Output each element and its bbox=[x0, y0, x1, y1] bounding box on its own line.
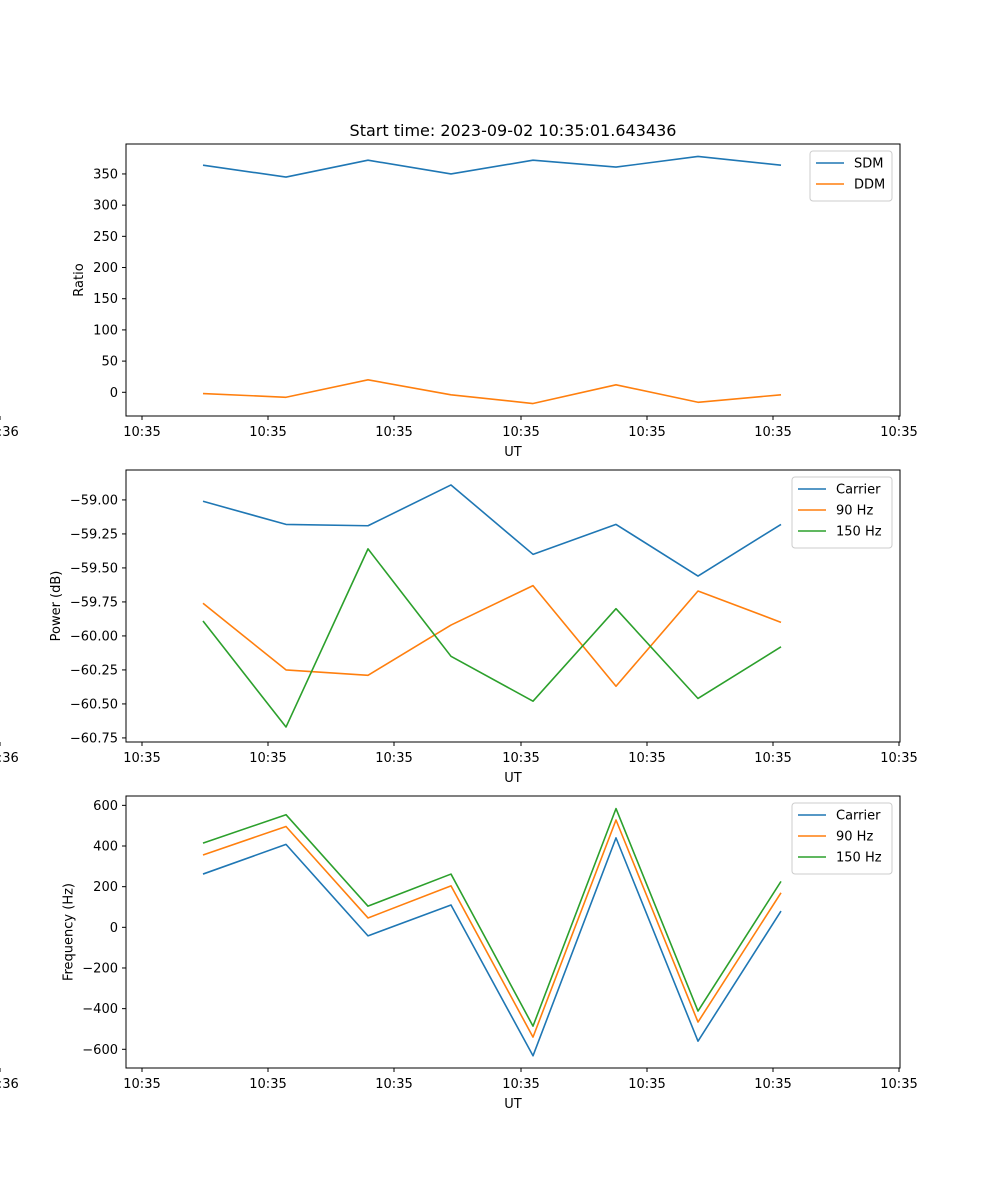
x-axis-label: UT bbox=[504, 1097, 522, 1112]
y-axis-label: Frequency (Hz) bbox=[61, 883, 76, 981]
y-axis-label: Power (dB) bbox=[49, 571, 64, 642]
legend-label: 150 Hz bbox=[836, 525, 882, 540]
x-tick-label: 10:35 bbox=[628, 751, 665, 766]
legend-label: 150 Hz bbox=[836, 851, 882, 866]
y-tick-label: 350 bbox=[93, 167, 118, 182]
legend-label: 90 Hz bbox=[836, 830, 873, 845]
axes-frame bbox=[125, 795, 901, 1069]
x-tick-label: 10:35 bbox=[502, 425, 539, 440]
y-tick-label: −59.25 bbox=[70, 527, 118, 542]
y-tick-label: −60.00 bbox=[70, 629, 118, 644]
y-tick-label: −400 bbox=[82, 1002, 118, 1017]
y-tick-label: 50 bbox=[101, 355, 118, 370]
x-tick-label: 10:36 bbox=[0, 425, 19, 440]
x-tick-label: 10:35 bbox=[628, 425, 665, 440]
y-tick-label: 150 bbox=[93, 292, 118, 307]
x-tick-label: 10:35 bbox=[502, 1077, 539, 1092]
legend-label: Carrier bbox=[836, 483, 881, 498]
x-tick-label: 10:36 bbox=[0, 1077, 19, 1092]
y-axis-label: Ratio bbox=[72, 263, 87, 296]
x-tick-label: 10:35 bbox=[375, 1077, 412, 1092]
y-tick-label: 0 bbox=[110, 921, 118, 936]
x-tick-label: 10:35 bbox=[375, 751, 412, 766]
y-tick-label: 200 bbox=[93, 880, 118, 895]
x-tick-label: 10:35 bbox=[754, 425, 791, 440]
y-tick-label: −59.75 bbox=[70, 595, 118, 610]
x-tick-label: 10:35 bbox=[249, 751, 286, 766]
y-tick-label: −59.50 bbox=[70, 561, 118, 576]
legend: Carrier 90 Hz 150 Hz bbox=[791, 476, 893, 549]
y-tick-label: −60.50 bbox=[70, 697, 118, 712]
legend: Carrier 90 Hz 150 Hz bbox=[791, 802, 893, 875]
x-tick-label: 10:35 bbox=[754, 751, 791, 766]
series-line-carrier bbox=[202, 837, 782, 1057]
legend-label: Carrier bbox=[836, 809, 881, 824]
figure-title: Start time: 2023-09-02 10:35:01.643436 bbox=[350, 121, 677, 140]
x-axis-label: UT bbox=[504, 445, 522, 460]
x-tick-label: 10:35 bbox=[502, 751, 539, 766]
y-tick-label: −60.25 bbox=[70, 663, 118, 678]
x-tick-label: 10:35 bbox=[123, 751, 160, 766]
series-line-150-hz bbox=[202, 548, 782, 728]
x-tick-label: 10:35 bbox=[249, 1077, 286, 1092]
y-tick-label: −600 bbox=[82, 1043, 118, 1058]
x-tick-label: 10:35 bbox=[123, 425, 160, 440]
series-line-ddm bbox=[202, 379, 782, 405]
legend: SDM DDM bbox=[809, 150, 893, 202]
x-tick-label: 10:35 bbox=[628, 1077, 665, 1092]
x-tick-label: 10:35 bbox=[880, 751, 917, 766]
x-tick-label: 10:35 bbox=[880, 425, 917, 440]
y-tick-label: 200 bbox=[93, 261, 118, 276]
y-tick-label: −200 bbox=[82, 961, 118, 976]
series-line-150-hz bbox=[202, 807, 782, 1027]
subplot-2: 10:35 10:35 10:35 10:35 10:35 10:35 10:35 10:36… bbox=[0, 469, 918, 786]
y-tick-label: 250 bbox=[93, 230, 118, 245]
series-line-90-hz bbox=[202, 584, 782, 688]
x-tick-label: 10:36 bbox=[0, 751, 19, 766]
subplot-1: 10:35 10:35 10:35 10:35 10:35 10:35 10:35 10:36… bbox=[0, 143, 918, 460]
y-tick-label: 400 bbox=[93, 840, 118, 855]
y-tick-label: −60.75 bbox=[70, 731, 118, 746]
y-tick-label: −59.00 bbox=[70, 493, 118, 508]
x-tick-label: 10:35 bbox=[375, 425, 412, 440]
legend-label: 90 Hz bbox=[836, 504, 873, 519]
series-line-90-hz bbox=[202, 819, 782, 1038]
x-tick-label: 10:35 bbox=[754, 1077, 791, 1092]
subplot-3: 10:35 10:35 10:35 10:35 10:35 10:35 10:35 10:36… bbox=[0, 795, 918, 1112]
axes-frame bbox=[125, 469, 901, 743]
y-tick-label: 600 bbox=[93, 799, 118, 814]
x-axis-label: UT bbox=[504, 771, 522, 786]
legend-label: DDM bbox=[854, 178, 885, 193]
y-tick-label: 0 bbox=[110, 386, 118, 401]
y-tick-label: 300 bbox=[93, 199, 118, 214]
series-line-carrier bbox=[202, 484, 782, 577]
x-tick-label: 10:35 bbox=[123, 1077, 160, 1092]
x-tick-label: 10:35 bbox=[249, 425, 286, 440]
axes-frame bbox=[125, 143, 901, 417]
x-tick-label: 10:35 bbox=[880, 1077, 917, 1092]
series-line-sdm bbox=[202, 155, 782, 178]
legend-label: SDM bbox=[854, 157, 883, 172]
y-tick-label: 100 bbox=[93, 323, 118, 338]
